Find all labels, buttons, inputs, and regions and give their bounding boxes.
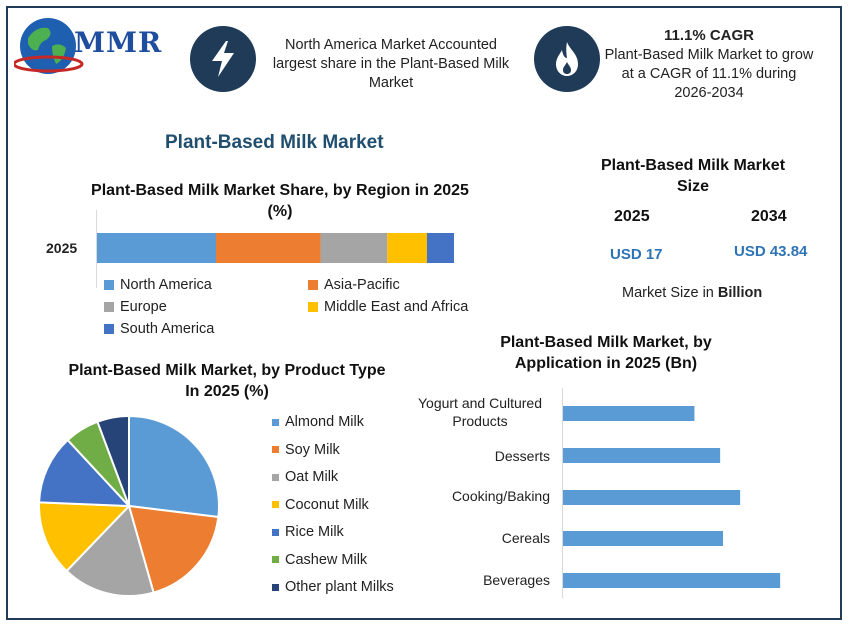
legend-label: North America — [120, 277, 212, 293]
legend-label: South America — [120, 321, 215, 337]
legend-swatch — [272, 418, 279, 426]
cagr-title: 11.1% CAGR — [663, 27, 755, 44]
region-segment-south-america — [426, 233, 454, 263]
lightning-icon — [190, 26, 256, 92]
region-legend-europe: Europe — [104, 299, 167, 315]
market-size-year-2025: 2025 — [614, 208, 650, 225]
application-label-desserts: Desserts — [494, 448, 550, 464]
application-label-yogurt-and-cultured-products: Yogurt and Cultured Products — [417, 395, 543, 429]
application-chart-title: Plant-Based Milk Market, by Application … — [500, 334, 712, 372]
legend-label: Cashew Milk — [285, 551, 368, 568]
region-segment-europe — [320, 233, 388, 263]
pie-slice-coconut-milk — [38, 501, 132, 573]
legend-swatch — [272, 583, 279, 591]
application-bar-yogurt-and-cultured-products — [563, 406, 695, 421]
region-legend-asia-pacific: Asia-Pacific — [308, 277, 400, 293]
product-legend-cashew-milk: Cashew Milk — [272, 552, 367, 568]
legend-swatch — [272, 446, 279, 453]
legend-label: Soy Milk — [285, 441, 340, 458]
product-legend-rice-milk: Rice Milk — [272, 524, 344, 540]
infographic-frame — [6, 6, 842, 620]
market-size-year-2034: 2034 — [751, 208, 787, 225]
pie-slice-other-plant-milks — [96, 414, 130, 507]
product-legend-oat-milk: Oat Milk — [272, 469, 338, 485]
legend-swatch — [272, 501, 279, 508]
logo-text: MMR — [74, 26, 163, 59]
north-america-share-text: North America Market Accounted largest s… — [272, 37, 510, 91]
legend-swatch — [272, 528, 279, 536]
legend-swatch — [104, 324, 114, 334]
legend-swatch — [308, 302, 318, 312]
product-legend-soy-milk: Soy Milk — [272, 442, 340, 458]
mmr-logo: MMR — [14, 12, 174, 82]
product-legend-coconut-milk: Coconut Milk — [272, 497, 369, 513]
application-bar-beverages — [563, 573, 781, 588]
region-bar-year-label: 2025 — [46, 240, 78, 256]
market-size-title: Plant-Based Milk Market Size — [600, 157, 786, 195]
region-chart-title: Plant-Based Milk Market Share, by Region… — [91, 182, 469, 220]
legend-swatch — [104, 302, 114, 312]
region-legend-north-america: North America — [104, 277, 212, 293]
pie-slice-oat-milk — [65, 504, 155, 597]
product-legend-other-plant-milks: Other plant Milks — [272, 579, 394, 595]
cagr-text: Plant-Based Milk Market to grow at a CAG… — [604, 47, 814, 101]
application-label-beverages: Beverages — [483, 572, 550, 588]
legend-label: Rice Milk — [285, 524, 344, 540]
product-chart-title: Plant-Based Milk Market, by Product Type… — [68, 362, 386, 400]
market-size-value-2025: USD 17 — [610, 246, 663, 263]
pie-slice-rice-milk — [38, 438, 132, 508]
legend-label: Coconut Milk — [285, 496, 369, 513]
market-size-unit: Market Size in Billion — [622, 285, 763, 301]
market-size-value-2034: USD 43.84 — [734, 243, 808, 260]
application-label-cereals: Cereals — [501, 530, 550, 546]
legend-label: Europe — [120, 299, 167, 315]
legend-label: Other plant Milks — [285, 579, 394, 595]
legend-label: Almond Milk — [285, 414, 364, 430]
page-title: Plant-Based Milk Market — [165, 132, 384, 153]
region-segment-asia-pacific — [216, 233, 321, 263]
legend-swatch — [272, 473, 279, 481]
legend-label: Middle East and Africa — [324, 299, 469, 315]
legend-swatch — [104, 280, 114, 290]
pie-slice-almond-milk — [128, 414, 220, 519]
globe-icon — [14, 18, 84, 74]
legend-swatch — [308, 280, 318, 290]
legend-label: Asia-Pacific — [324, 277, 400, 293]
application-bar-cereals — [563, 531, 723, 546]
flame-icon — [534, 26, 600, 92]
legend-label: Oat Milk — [285, 469, 339, 485]
legend-swatch — [272, 556, 279, 563]
region-legend-middle-east-and-africa: Middle East and Africa — [308, 299, 468, 315]
pie-slice-soy-milk — [127, 504, 220, 594]
application-bar-desserts — [563, 448, 721, 463]
region-segment-middle-east-and-africa — [387, 233, 427, 263]
application-bar-cooking-baking — [563, 490, 741, 505]
region-segment-north-america — [97, 233, 216, 263]
region-legend-south-america: South America — [104, 321, 214, 337]
application-label-cooking-baking: Cooking/Baking — [451, 488, 550, 504]
product-legend-almond-milk: Almond Milk — [272, 414, 364, 430]
